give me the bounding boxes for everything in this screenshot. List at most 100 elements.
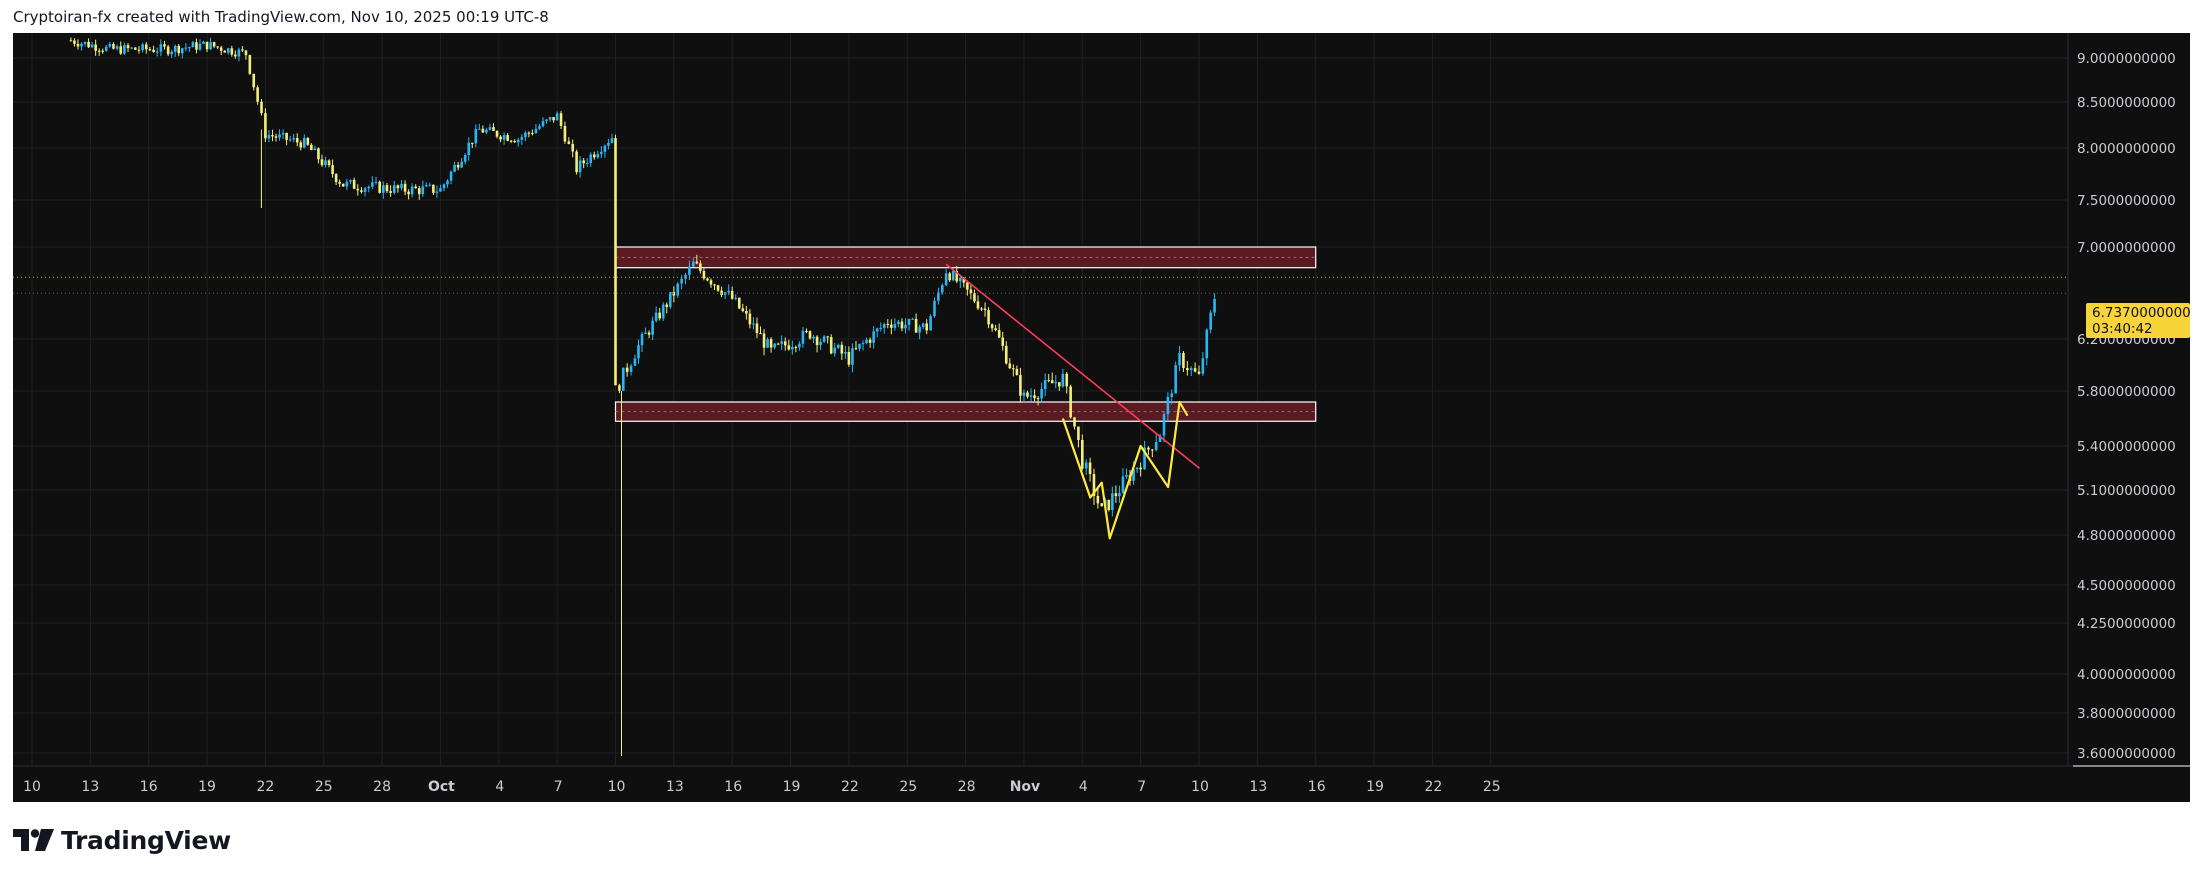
candle-body [495, 130, 499, 137]
price-chart[interactable]: 9.0000000000 8.5000000000 8.0000000000 7.50… [13, 33, 2190, 802]
candle-body [600, 151, 603, 155]
candle-body [672, 292, 676, 296]
candle-body [940, 285, 944, 293]
candle-body [1061, 373, 1065, 387]
candle-body [640, 333, 644, 346]
candle-body [1065, 373, 1069, 387]
candle-body [1158, 435, 1162, 442]
candle-body [264, 113, 267, 139]
candle-body [449, 171, 453, 181]
candle-body [349, 180, 352, 182]
candle-body [320, 159, 324, 166]
candle-body [414, 186, 417, 189]
candle-body [633, 358, 637, 366]
candle-body [854, 348, 858, 350]
last-price-badge: 6.7370000000 03:40:42 [2086, 303, 2191, 338]
time-axis: 10 13 16 19 22 25 28 Oct 4 7 10 13 16 19 22 25 28 Nov 4 7 10… [23, 779, 1501, 795]
candle-body [658, 312, 662, 319]
candle-body [1019, 375, 1022, 396]
candle-body [1012, 368, 1015, 370]
candle-body [481, 128, 485, 133]
candle-body [665, 304, 669, 307]
price-tick-label: 4.0000000000 [2077, 667, 2176, 683]
candle-body [773, 343, 776, 348]
candle-body [951, 270, 955, 281]
candle-body [1154, 441, 1158, 451]
time-tick-label: 10 [1191, 779, 1209, 795]
price-tick-label: 8.5000000000 [2077, 95, 2176, 111]
time-tick-label: 25 [315, 779, 333, 795]
candle-body [567, 141, 571, 144]
candle-body [356, 188, 360, 191]
candle-body [1201, 358, 1205, 374]
candle-body [614, 138, 617, 386]
candle-body [538, 126, 541, 129]
candle-body [1100, 503, 1104, 507]
candle-body [188, 47, 191, 49]
candle-body [1081, 440, 1084, 469]
candle-body [1186, 367, 1189, 371]
candle-body [1054, 382, 1058, 384]
candle-body [234, 54, 237, 57]
candle-body [267, 135, 271, 139]
candle-body [453, 164, 456, 172]
candle-body [327, 160, 331, 166]
candle-body [997, 330, 1001, 338]
candle-body [371, 182, 374, 187]
candle-body [367, 186, 371, 189]
candle-body [97, 50, 101, 52]
candle-body [244, 50, 248, 56]
candle-body [173, 45, 177, 52]
candle-body [442, 184, 446, 189]
candle-body [126, 45, 130, 49]
candle-body [281, 132, 285, 135]
candle-body [699, 263, 702, 271]
candle-body [385, 185, 389, 192]
candle-body [184, 47, 188, 49]
time-tick-label: 28 [958, 779, 976, 795]
candle-body [826, 336, 829, 338]
price-tick-label: 9.0000000000 [2077, 51, 2176, 67]
candle-body [1174, 365, 1177, 394]
candle-body [112, 44, 115, 49]
candle-body [195, 42, 198, 50]
candle-body [324, 160, 327, 166]
candle-body [292, 138, 295, 140]
price-tick-label: 4.2500000000 [2077, 616, 2176, 632]
candle-body [1125, 475, 1128, 477]
time-tick-label: 25 [899, 779, 917, 795]
candle-body [1029, 395, 1033, 397]
time-tick-label: 19 [1366, 779, 1384, 795]
candle-body [541, 121, 545, 127]
candle-body [872, 331, 875, 343]
candle-body [808, 331, 812, 339]
candle-body [610, 138, 614, 143]
candle-body [787, 345, 791, 350]
candle-body [603, 145, 607, 152]
candle-body [119, 46, 123, 54]
time-tick-label: 16 [140, 779, 158, 795]
candle-body [973, 293, 976, 302]
candle-body [1088, 462, 1092, 475]
candle-body [702, 270, 706, 279]
candle-body [488, 127, 492, 130]
price-tick-label: 5.1000000000 [2077, 483, 2176, 499]
candle-body [352, 180, 356, 189]
time-tick-label: 19 [198, 779, 216, 795]
candle-body [794, 347, 798, 349]
time-tick-label: 22 [841, 779, 859, 795]
price-tick-label: 5.4000000000 [2077, 439, 2176, 455]
candle-body [921, 323, 925, 327]
candle-body [791, 347, 794, 350]
candle-body [980, 308, 983, 310]
candle-body [688, 266, 691, 275]
time-tick-label: Oct [428, 779, 455, 795]
candle-body [1026, 392, 1029, 397]
footer-logo[interactable]: TradingView [13, 822, 231, 858]
chart-area[interactable]: 9.0000000000 8.5000000000 8.0000000000 7.50… [13, 33, 2191, 802]
candle-body [1069, 386, 1072, 418]
candle-body [969, 289, 973, 294]
candle-body [212, 42, 216, 47]
candle-body [983, 308, 987, 311]
candle-body [306, 137, 310, 145]
